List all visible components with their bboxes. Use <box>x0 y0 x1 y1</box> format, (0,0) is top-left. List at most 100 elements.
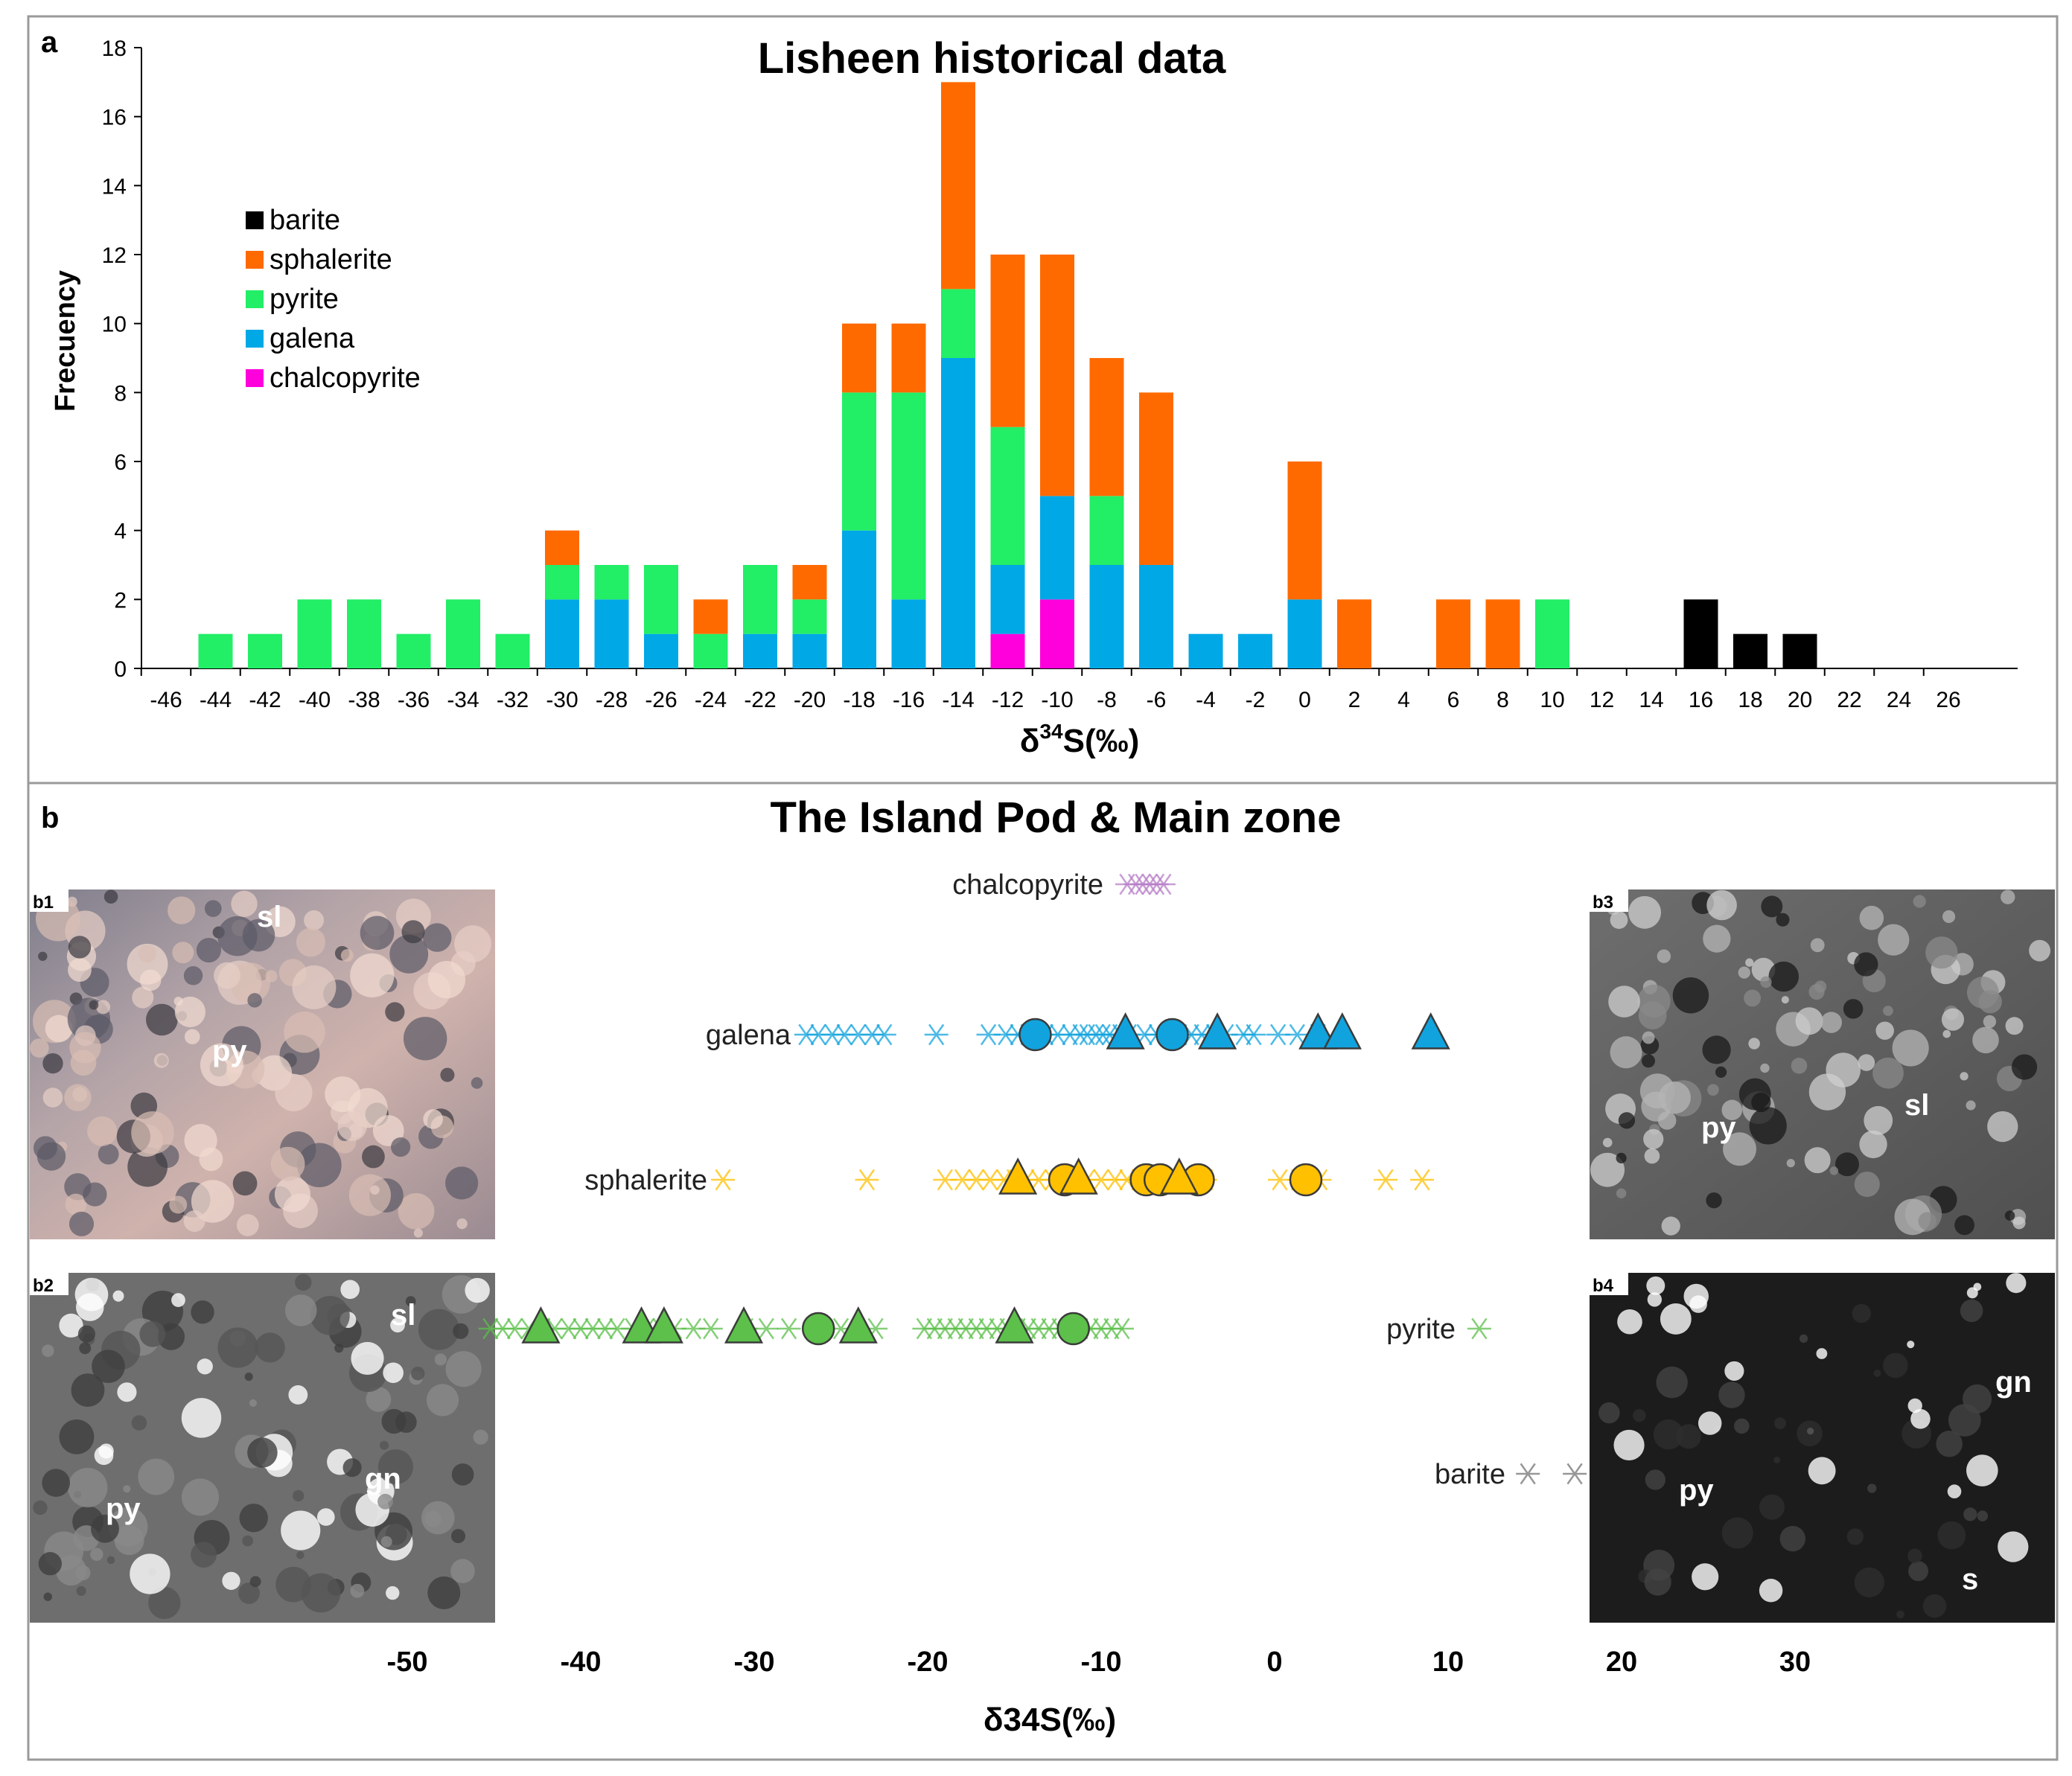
triangle-marker-galena <box>1322 1012 1362 1050</box>
chart-b-series: chalcopyrite galena sphalerite pyrite barite <box>478 869 1587 1490</box>
photo-b1-label-py: py <box>212 1035 247 1067</box>
legend-label-barite: barite <box>270 205 340 236</box>
bar-sphalerite <box>1139 392 1173 565</box>
bar-galena <box>743 633 777 668</box>
bar-galena <box>1089 565 1124 668</box>
y-tick-label: 2 <box>114 588 127 613</box>
x-tick-label: 0 <box>1266 1646 1282 1678</box>
circle-marker-pyrite <box>1056 1312 1090 1346</box>
photo-b3-label-py: py <box>1701 1111 1736 1144</box>
series-label-pyrite: pyrite <box>1386 1314 1456 1345</box>
photo-b3-label-sl: sl <box>1904 1089 1929 1122</box>
circle-marker-galena <box>1155 1018 1189 1052</box>
triangle-marker-galena <box>1411 1012 1450 1050</box>
star-marker-chalcopyrite <box>1151 873 1176 895</box>
photo-b4: b4 gn py s <box>1590 1273 2055 1623</box>
star-marker-barite <box>1563 1463 1587 1485</box>
chart-a-x-axis: -46 -44 -42 -40 -38 -36 -34 -32 -30 -28 -26 -24 -22-… <box>140 668 2018 712</box>
triangle-marker-galena <box>1106 1012 1145 1050</box>
x-tick-label: -10 <box>1081 1646 1122 1678</box>
bar-pyrite <box>495 633 530 668</box>
bar-pyrite <box>446 599 480 668</box>
triangle-marker-sphalerite <box>998 1157 1038 1195</box>
legend-swatch-galena <box>246 330 264 348</box>
circle-marker-galena <box>1019 1018 1052 1052</box>
bar-galena <box>1188 633 1223 668</box>
bar-pyrite <box>1089 496 1124 565</box>
x-tick-label: -28 <box>596 688 628 712</box>
triangle-marker-galena <box>1298 1012 1338 1050</box>
star-marker-galena <box>924 1023 949 1046</box>
bar-pyrite <box>396 633 431 668</box>
bar-galena <box>1238 633 1272 668</box>
x-tick-label: 6 <box>1447 688 1460 712</box>
series-label-sphalerite: sphalerite <box>584 1165 707 1196</box>
x-tick-label: -32 <box>497 688 529 712</box>
y-tick-label: 10 <box>102 313 127 337</box>
y-tick-label: 18 <box>102 36 127 61</box>
x-tick-label: 12 <box>1590 688 1614 712</box>
bar-sphalerite <box>545 530 579 565</box>
bar-pyrite <box>198 633 233 668</box>
triangle-marker-pyrite <box>644 1306 683 1344</box>
x-tick-label: 22 <box>1837 688 1861 712</box>
x-tick-label: 24 <box>1887 688 1911 712</box>
bar-pyrite <box>743 565 777 634</box>
bar-pyrite <box>594 565 629 600</box>
star-marker-sphalerite <box>1374 1169 1398 1191</box>
y-tick-label: 16 <box>102 106 127 130</box>
chart-a-ylabel: Frecuency <box>50 270 81 412</box>
y-tick-label: 8 <box>114 381 127 406</box>
triangle-marker-sphalerite <box>1159 1157 1199 1195</box>
x-tick-label: -30 <box>734 1646 775 1678</box>
bar-pyrite <box>644 565 678 634</box>
x-tick-label: -26 <box>645 688 677 712</box>
panel-b-label: b <box>41 802 59 834</box>
triangle-marker-pyrite <box>724 1306 764 1344</box>
panel-a-label: a <box>41 26 58 59</box>
bar-galena <box>644 633 678 668</box>
chart-a-y-axis: 0 2 4 6 8 10 12 14 16 18 <box>102 36 142 682</box>
star-marker-pyrite <box>1109 1317 1134 1340</box>
x-tick-label: 16 <box>1689 688 1713 712</box>
x-tick-label: -10 <box>1041 688 1073 712</box>
legend-swatch-pyrite <box>246 290 264 308</box>
bar-barite <box>1782 633 1817 668</box>
x-tick-label: 18 <box>1738 688 1762 712</box>
x-tick-label: 8 <box>1496 688 1509 712</box>
series-label-galena: galena <box>706 1020 791 1051</box>
triangle-marker-pyrite <box>838 1306 878 1344</box>
legend-label-chalcopyrite: chalcopyrite <box>270 362 421 394</box>
bar-sphalerite <box>990 255 1025 427</box>
x-tick-label: -6 <box>1147 688 1167 712</box>
bar-pyrite <box>842 392 876 531</box>
x-tick-label: 0 <box>1298 688 1311 712</box>
x-tick-label: 2 <box>1348 688 1361 712</box>
x-tick-label: -34 <box>447 688 479 712</box>
bar-galena <box>1139 565 1173 668</box>
x-tick-label: -38 <box>348 688 380 712</box>
x-tick-label: -24 <box>695 688 727 712</box>
x-tick-label: -40 <box>561 1646 602 1678</box>
x-tick-label: -40 <box>299 688 331 712</box>
bar-galena <box>941 358 975 668</box>
x-tick-label: -8 <box>1097 688 1117 712</box>
bar-galena <box>594 599 629 668</box>
bar-sphalerite <box>1485 599 1520 668</box>
x-tick-label: -14 <box>942 688 974 712</box>
circle-marker-pyrite <box>801 1312 835 1346</box>
legend-swatch-chalcopyrite <box>246 369 264 387</box>
series-label-chalcopyrite: chalcopyrite <box>952 869 1103 901</box>
x-tick-label: 10 <box>1432 1646 1464 1678</box>
bar-pyrite <box>248 633 282 668</box>
legend-swatch-barite <box>246 211 264 229</box>
chart-a-bars <box>198 82 1817 668</box>
y-tick-label: 12 <box>102 243 127 268</box>
bar-pyrite <box>297 599 332 668</box>
bar-galena <box>1040 496 1074 600</box>
bar-barite <box>1683 599 1718 668</box>
bar-pyrite <box>792 599 827 634</box>
photo-b2-label-sl: sl <box>391 1299 415 1332</box>
photo-b2-label-gn: gn <box>365 1463 401 1495</box>
